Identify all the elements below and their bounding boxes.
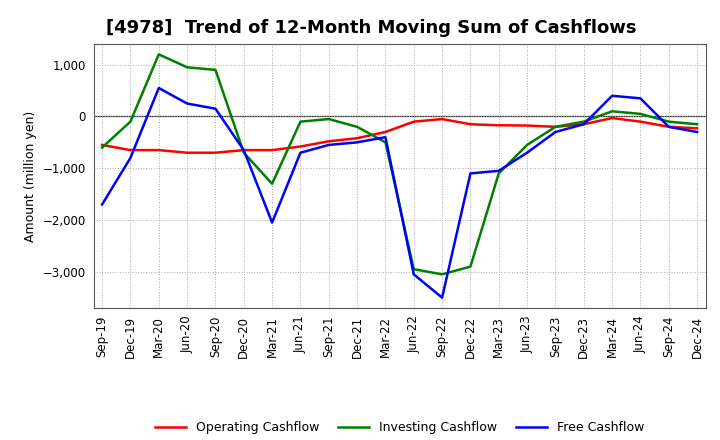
Investing Cashflow — [211, 67, 220, 73]
Free Cashflow — [98, 202, 107, 207]
Free Cashflow — [353, 140, 361, 145]
Free Cashflow — [693, 129, 701, 135]
Free Cashflow — [268, 220, 276, 225]
Investing Cashflow — [495, 171, 503, 176]
Investing Cashflow — [183, 65, 192, 70]
Free Cashflow — [466, 171, 474, 176]
Free Cashflow — [523, 150, 531, 155]
Investing Cashflow — [693, 121, 701, 127]
Free Cashflow — [325, 142, 333, 147]
Line: Operating Cashflow: Operating Cashflow — [102, 118, 697, 153]
Free Cashflow — [551, 129, 559, 135]
Investing Cashflow — [665, 119, 673, 124]
Free Cashflow — [636, 96, 644, 101]
Legend: Operating Cashflow, Investing Cashflow, Free Cashflow: Operating Cashflow, Investing Cashflow, … — [150, 416, 649, 439]
Operating Cashflow — [98, 142, 107, 147]
Operating Cashflow — [126, 147, 135, 153]
Operating Cashflow — [580, 121, 588, 127]
Operating Cashflow — [495, 123, 503, 128]
Free Cashflow — [608, 93, 616, 99]
Operating Cashflow — [240, 147, 248, 153]
Operating Cashflow — [296, 144, 305, 149]
Text: [4978]  Trend of 12-Month Moving Sum of Cashflows: [4978] Trend of 12-Month Moving Sum of C… — [106, 19, 636, 37]
Free Cashflow — [381, 135, 390, 140]
Investing Cashflow — [353, 124, 361, 129]
Investing Cashflow — [636, 111, 644, 117]
Operating Cashflow — [381, 129, 390, 135]
Free Cashflow — [580, 121, 588, 127]
Investing Cashflow — [608, 109, 616, 114]
Free Cashflow — [296, 150, 305, 155]
Investing Cashflow — [155, 52, 163, 57]
Investing Cashflow — [325, 117, 333, 122]
Investing Cashflow — [466, 264, 474, 269]
Operating Cashflow — [551, 124, 559, 129]
Operating Cashflow — [466, 121, 474, 127]
Operating Cashflow — [268, 147, 276, 153]
Operating Cashflow — [410, 119, 418, 124]
Investing Cashflow — [580, 119, 588, 124]
Investing Cashflow — [98, 145, 107, 150]
Operating Cashflow — [353, 136, 361, 141]
Investing Cashflow — [438, 272, 446, 277]
Free Cashflow — [665, 124, 673, 129]
Investing Cashflow — [240, 150, 248, 155]
Free Cashflow — [240, 147, 248, 153]
Free Cashflow — [438, 295, 446, 300]
Line: Free Cashflow: Free Cashflow — [102, 88, 697, 297]
Investing Cashflow — [268, 181, 276, 187]
Free Cashflow — [410, 272, 418, 277]
Operating Cashflow — [608, 115, 616, 121]
Free Cashflow — [211, 106, 220, 111]
Free Cashflow — [183, 101, 192, 106]
Free Cashflow — [155, 85, 163, 91]
Free Cashflow — [126, 155, 135, 161]
Investing Cashflow — [126, 119, 135, 124]
Operating Cashflow — [636, 119, 644, 124]
Operating Cashflow — [183, 150, 192, 155]
Operating Cashflow — [325, 139, 333, 144]
Operating Cashflow — [155, 147, 163, 153]
Investing Cashflow — [410, 267, 418, 272]
Free Cashflow — [495, 168, 503, 173]
Investing Cashflow — [381, 140, 390, 145]
Operating Cashflow — [693, 126, 701, 131]
Investing Cashflow — [551, 124, 559, 129]
Y-axis label: Amount (million yen): Amount (million yen) — [24, 110, 37, 242]
Investing Cashflow — [296, 119, 305, 124]
Operating Cashflow — [211, 150, 220, 155]
Operating Cashflow — [523, 123, 531, 128]
Operating Cashflow — [665, 124, 673, 129]
Investing Cashflow — [523, 142, 531, 147]
Line: Investing Cashflow: Investing Cashflow — [102, 55, 697, 275]
Operating Cashflow — [438, 117, 446, 122]
